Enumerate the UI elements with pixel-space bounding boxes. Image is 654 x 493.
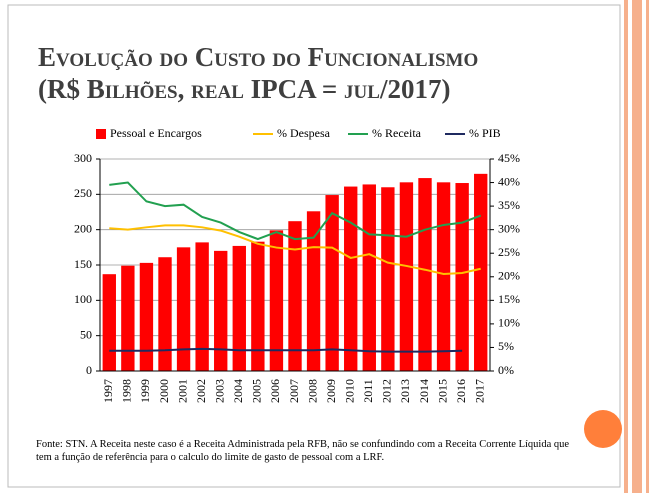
- bar: [195, 242, 209, 371]
- x-tick-label: 2017: [472, 379, 486, 403]
- x-tick-label: 2002: [194, 379, 208, 403]
- bar: [474, 173, 488, 371]
- x-tick-label: 2001: [175, 379, 189, 403]
- y2-tick-label: 35%: [498, 198, 520, 212]
- y-tick-label: 150: [74, 257, 92, 271]
- y2-tick-label: 15%: [498, 292, 520, 306]
- y2-tick-label: 10%: [498, 316, 520, 330]
- y-tick-label: 0: [86, 363, 92, 377]
- legend-swatch: [96, 129, 106, 139]
- x-tick-label: 1997: [101, 379, 115, 403]
- y2-tick-label: 40%: [498, 174, 520, 188]
- bar: [158, 257, 172, 371]
- line-series: [109, 347, 463, 353]
- x-tick-label: 2015: [435, 379, 449, 403]
- legend-label: % Despesa: [277, 126, 331, 140]
- bar: [436, 182, 451, 371]
- bar: [251, 241, 265, 371]
- y2-tick-label: 25%: [498, 245, 520, 259]
- y-tick-label: 250: [74, 186, 92, 200]
- bar: [418, 178, 432, 371]
- x-tick-label: 2010: [342, 379, 356, 403]
- x-tick-label: 2008: [305, 379, 319, 403]
- chart-subtitle: (R$ Bilhões, real IPCA = jul/2017): [38, 74, 450, 104]
- bar: [102, 274, 116, 371]
- y-tick-label: 300: [74, 151, 92, 165]
- bar: [269, 230, 284, 371]
- legend-label: % PIB: [469, 126, 501, 140]
- x-tick-label: 2009: [324, 379, 338, 403]
- stripe: [624, 0, 628, 493]
- x-tick-label: 2005: [250, 379, 264, 403]
- y2-tick-label: 20%: [498, 269, 520, 283]
- bar: [306, 211, 321, 371]
- bar: [232, 245, 246, 371]
- y-tick-label: 50: [80, 327, 92, 341]
- legend-label: Pessoal e Encargos: [110, 126, 202, 140]
- bar: [362, 184, 376, 371]
- chart-title: Evolução do Custo do Funcionalismo: [38, 42, 478, 72]
- y2-tick-label: 30%: [498, 221, 520, 235]
- line-series: [109, 181, 482, 241]
- stripe: [632, 0, 642, 493]
- x-tick-label: 2003: [212, 379, 226, 403]
- bar: [214, 250, 228, 371]
- x-tick-label: 2011: [361, 379, 375, 403]
- bar: [455, 183, 469, 371]
- y2-tick-label: 5%: [498, 339, 514, 353]
- y2-tick-label: 45%: [498, 151, 520, 165]
- bar: [344, 186, 358, 371]
- x-tick-label: 2004: [231, 379, 245, 403]
- legend-label: % Receita: [372, 126, 422, 140]
- x-tick-label: 2012: [380, 379, 394, 403]
- y-tick-label: 200: [74, 221, 92, 235]
- y2-tick-label: 0%: [498, 363, 514, 377]
- x-tick-label: 1999: [138, 379, 152, 403]
- bar: [399, 182, 414, 371]
- bar: [121, 265, 135, 371]
- bar: [288, 221, 302, 371]
- x-tick-label: 2016: [454, 379, 468, 403]
- x-tick-label: 2013: [398, 379, 412, 403]
- x-tick-label: 1998: [120, 379, 134, 403]
- x-tick-label: 2014: [417, 379, 431, 403]
- bar: [381, 187, 395, 371]
- footnote: Fonte: STN. A Receita neste caso é a Rec…: [36, 439, 570, 463]
- bar: [139, 262, 154, 371]
- x-tick-label: 2007: [287, 379, 301, 403]
- x-tick-label: 2006: [268, 379, 282, 403]
- stripe: [646, 0, 649, 493]
- line-series: [109, 224, 481, 275]
- x-tick-label: 2000: [157, 379, 171, 403]
- bar: [176, 247, 191, 371]
- decoration-circle: [584, 410, 622, 448]
- bar: [325, 195, 339, 371]
- y-tick-label: 100: [74, 292, 92, 306]
